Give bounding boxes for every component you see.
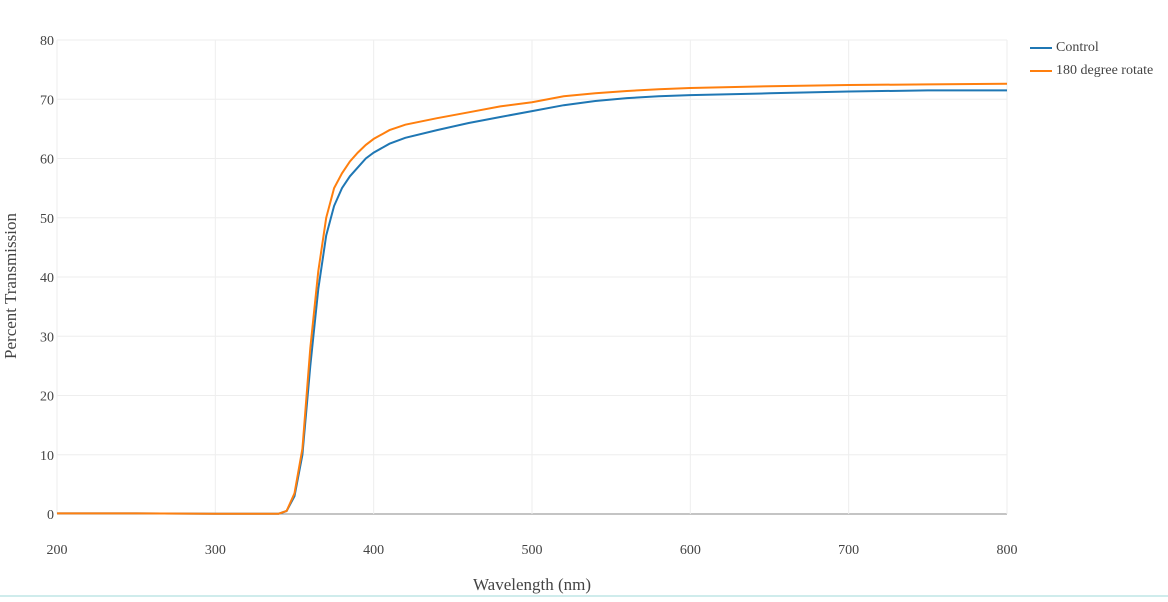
- data-line: [57, 89, 1007, 515]
- y-tick-label: 40: [40, 271, 54, 286]
- x-tick-label: 800: [997, 543, 1018, 558]
- x-tick-label: 300: [205, 543, 226, 558]
- x-tick-label: 500: [522, 543, 543, 558]
- y-tick-label: 30: [40, 330, 54, 345]
- x-tick-label: 600: [680, 543, 701, 558]
- x-tick-label: 700: [838, 543, 859, 558]
- y-axis-title: Percent Transmission: [1, 213, 20, 359]
- y-tick-label: 50: [40, 212, 54, 227]
- y-tick-label: 0: [47, 508, 54, 523]
- x-tick-label: 400: [363, 543, 384, 558]
- x-tick-label: 200: [47, 543, 68, 558]
- y-tick-label: 70: [40, 93, 54, 108]
- legend-label: 180 degree rotate: [1056, 63, 1153, 78]
- y-tick-label: 10: [40, 449, 54, 464]
- legend-label: Control: [1056, 40, 1099, 55]
- x-axis-title: Wavelength (nm): [473, 575, 591, 594]
- data-line: [57, 82, 1008, 515]
- y-tick-label: 80: [40, 34, 54, 49]
- y-tick-label: 60: [40, 153, 54, 168]
- y-tick-label: 20: [40, 390, 54, 405]
